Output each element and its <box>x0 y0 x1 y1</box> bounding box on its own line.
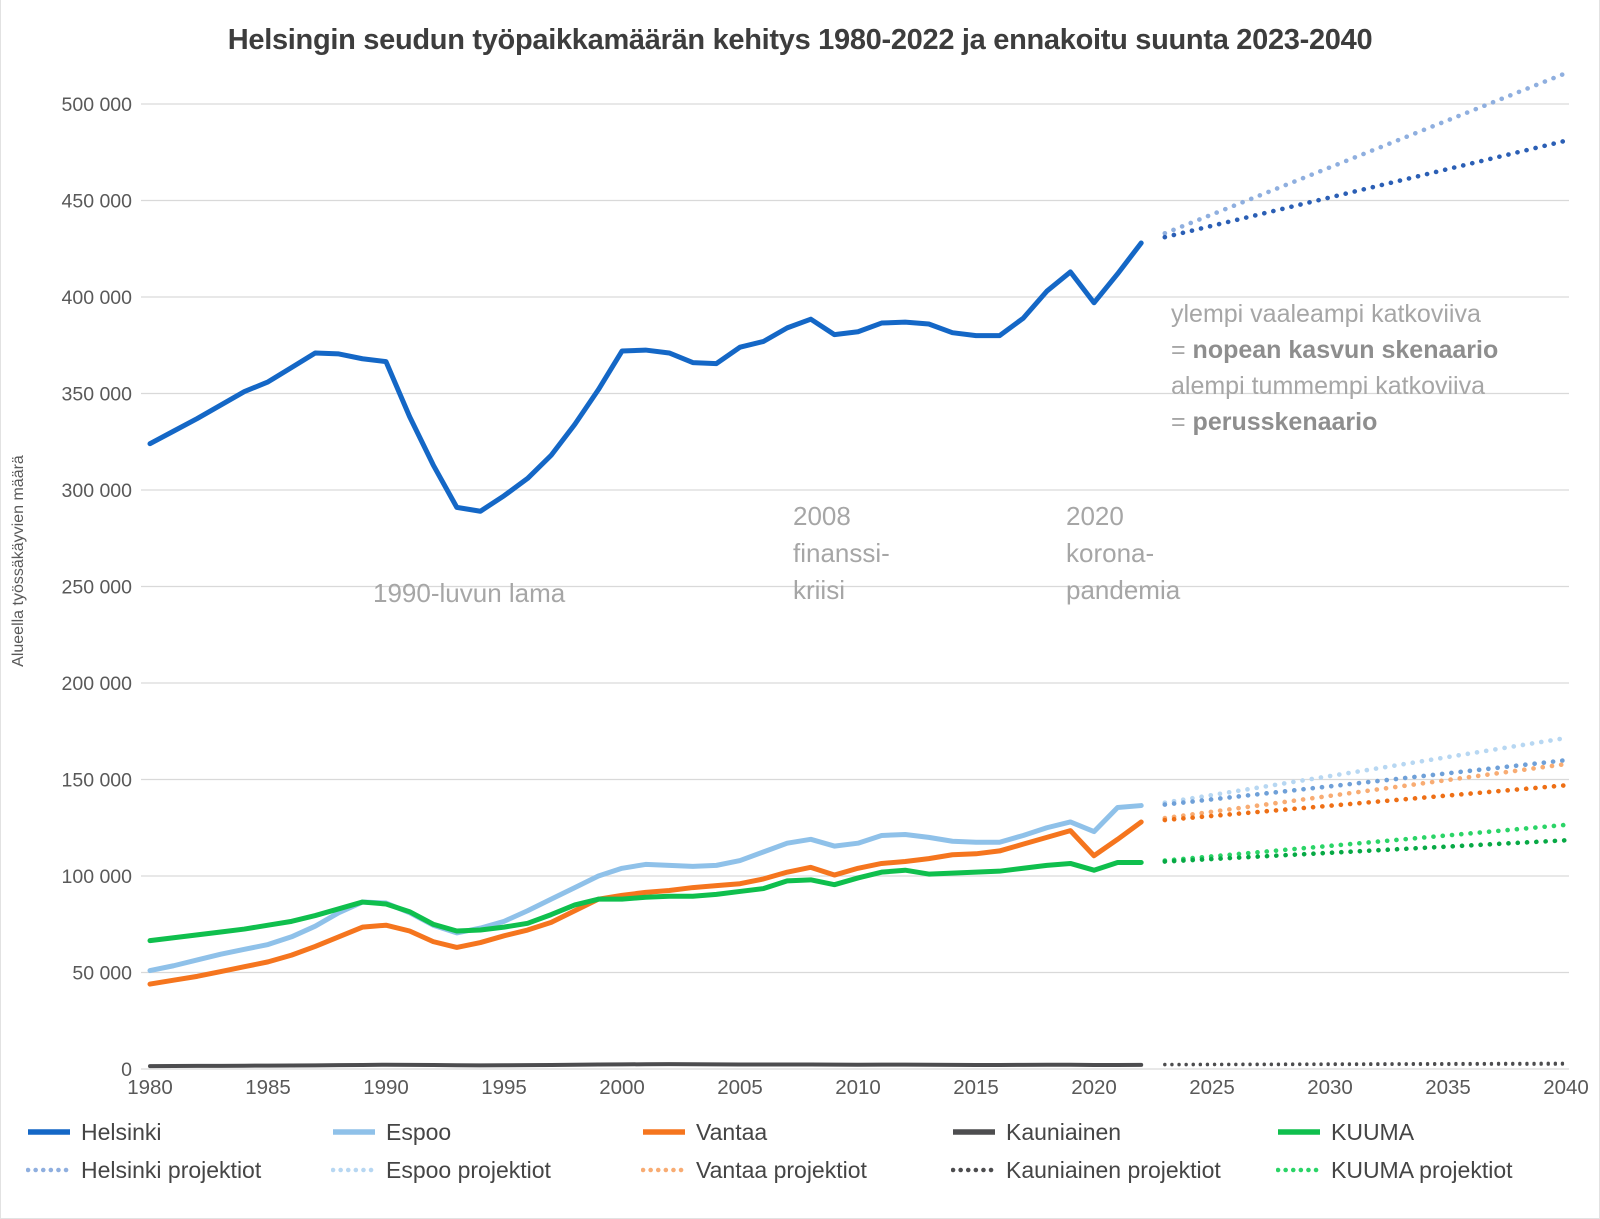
x-tick-label: 1995 <box>481 1076 527 1099</box>
x-tick-label: 2040 <box>1543 1076 1589 1099</box>
espoo-line-swatch-icon <box>333 1129 375 1135</box>
legend-label: KUUMA <box>1331 1118 1415 1145</box>
legend-item-kuuma-projektiot: KUUMA projektiot <box>1276 1155 1513 1185</box>
scenario-note-line-3: alempi tummempi katkoviiva <box>1171 372 1485 400</box>
kuuma-line-swatch-icon <box>1278 1129 1320 1135</box>
x-tick-label: 2005 <box>717 1076 763 1099</box>
legend-item-espoo-projektiot: Espoo projektiot <box>331 1155 551 1185</box>
annotation-1990s-recession: 1990-luvun lama <box>373 578 566 608</box>
y-tick-label: 500 000 <box>62 94 133 116</box>
helsinki-dotted-swatch-icon <box>26 1167 72 1173</box>
series-line-helsinki <box>147 240 1144 514</box>
legend-item-kauniainen-projektiot: Kauniainen projektiot <box>951 1155 1221 1185</box>
kuuma-dotted-swatch-icon <box>1276 1167 1322 1173</box>
series-line-espoo <box>147 803 1144 974</box>
legend-label: Kauniainen projektiot <box>1006 1156 1221 1183</box>
annotation-scenario-note: ylempi vaaleampi katkoviiva = nopean kas… <box>1171 296 1498 440</box>
scenario-note-line-2: = nopean kasvun skenaario <box>1171 336 1499 364</box>
projection-line-vantaa-nopean-kasvun-skenaario <box>1162 761 1569 821</box>
x-tick-label: 2020 <box>1071 1076 1117 1099</box>
legend-item-helsinki: Helsinki <box>26 1117 162 1147</box>
legend-row-projections: Helsinki projektiot Espoo projektiot Van… <box>1 1155 1599 1185</box>
vantaa-dotted-swatch-icon <box>641 1167 687 1173</box>
annotation-2008-financial-crisis: 2008 finanssi- kriisi <box>793 501 890 605</box>
x-tick-label: 1985 <box>245 1076 291 1099</box>
chart-title: Helsingin seudun työpaikkamäärän kehitys… <box>227 24 1373 56</box>
y-tick-label: 450 000 <box>62 191 133 213</box>
legend-label: Helsinki projektiot <box>81 1156 262 1183</box>
x-tick-label: 1980 <box>127 1076 173 1099</box>
projection-line-vantaa-perusskenaario <box>1162 782 1569 823</box>
legend-label: Vantaa <box>696 1118 768 1145</box>
y-tick-label: 300 000 <box>62 480 133 502</box>
x-tick-label: 2010 <box>835 1076 881 1099</box>
legend-label: Espoo <box>386 1118 452 1145</box>
projection-line-espoo-nopean-kasvun-skenaario <box>1162 735 1569 805</box>
vantaa-line-swatch-icon <box>643 1129 685 1135</box>
scenario-note-line-1: ylempi vaaleampi katkoviiva <box>1171 300 1481 328</box>
legend-label: KUUMA projektiot <box>1331 1156 1513 1183</box>
legend-label: Helsinki <box>81 1118 162 1145</box>
legend-item-espoo: Espoo <box>331 1117 451 1147</box>
kauniainen-line-swatch-icon <box>953 1129 995 1135</box>
x-tick-label: 1990 <box>363 1076 409 1099</box>
x-tick-label: 2035 <box>1425 1076 1471 1099</box>
y-tick-label: 100 000 <box>62 866 133 888</box>
kauniainen-dotted-swatch-icon <box>951 1167 997 1173</box>
y-tick-label: 0 <box>121 1059 132 1081</box>
y-tick-label: 150 000 <box>62 770 133 792</box>
legend-label: Kauniainen <box>1006 1118 1122 1145</box>
legend-label: Espoo projektiot <box>386 1156 551 1183</box>
x-tick-label: 2015 <box>953 1076 999 1099</box>
annotation-2020-corona-pandemic: 2020 korona- pandemia <box>1066 501 1181 605</box>
projection-line-kuuma-perusskenaario <box>1162 837 1569 864</box>
legend-label: Vantaa projektiot <box>696 1156 867 1183</box>
projection-line-espoo-perusskenaario <box>1162 757 1569 807</box>
espoo-dotted-swatch-icon <box>331 1167 377 1173</box>
series-line-kauniainen <box>148 1062 1144 1069</box>
legend-item-kauniainen: Kauniainen <box>951 1117 1121 1147</box>
projection-line-kauniainen-perusskenaario <box>1163 1062 1568 1067</box>
x-tick-label: 2030 <box>1307 1076 1353 1099</box>
helsinki-line-swatch-icon <box>28 1129 70 1135</box>
y-tick-label: 250 000 <box>62 577 133 599</box>
projection-line-helsinki-nopean-kasvun-skenaario <box>1162 70 1569 236</box>
series-line-kuuma <box>147 859 1144 944</box>
y-tick-label: 200 000 <box>62 673 133 695</box>
x-tick-label: 2000 <box>599 1076 645 1099</box>
legend-item-vantaa: Vantaa <box>641 1117 767 1147</box>
y-axis-title: Alueella työssäkäyvien määrä <box>10 455 27 667</box>
y-tick-label: 350 000 <box>62 384 133 406</box>
legend-item-kuuma: KUUMA <box>1276 1117 1414 1147</box>
legend-item-vantaa-projektiot: Vantaa projektiot <box>641 1155 867 1185</box>
scenario-note-line-4: = perusskenaario <box>1171 408 1378 436</box>
projection-line-kuuma-nopean-kasvun-skenaario <box>1162 822 1569 863</box>
projection-line-helsinki-perusskenaario <box>1162 138 1569 240</box>
legend-item-helsinki-projektiot: Helsinki projektiot <box>26 1155 261 1185</box>
y-tick-label: 50 000 <box>72 963 132 985</box>
series-line-vantaa <box>147 819 1144 987</box>
legend-row-observed: Helsinki Espoo Vantaa Kauniainen KUUMA <box>1 1117 1599 1147</box>
y-tick-label: 400 000 <box>62 287 133 309</box>
x-tick-label: 2025 <box>1189 1076 1235 1099</box>
